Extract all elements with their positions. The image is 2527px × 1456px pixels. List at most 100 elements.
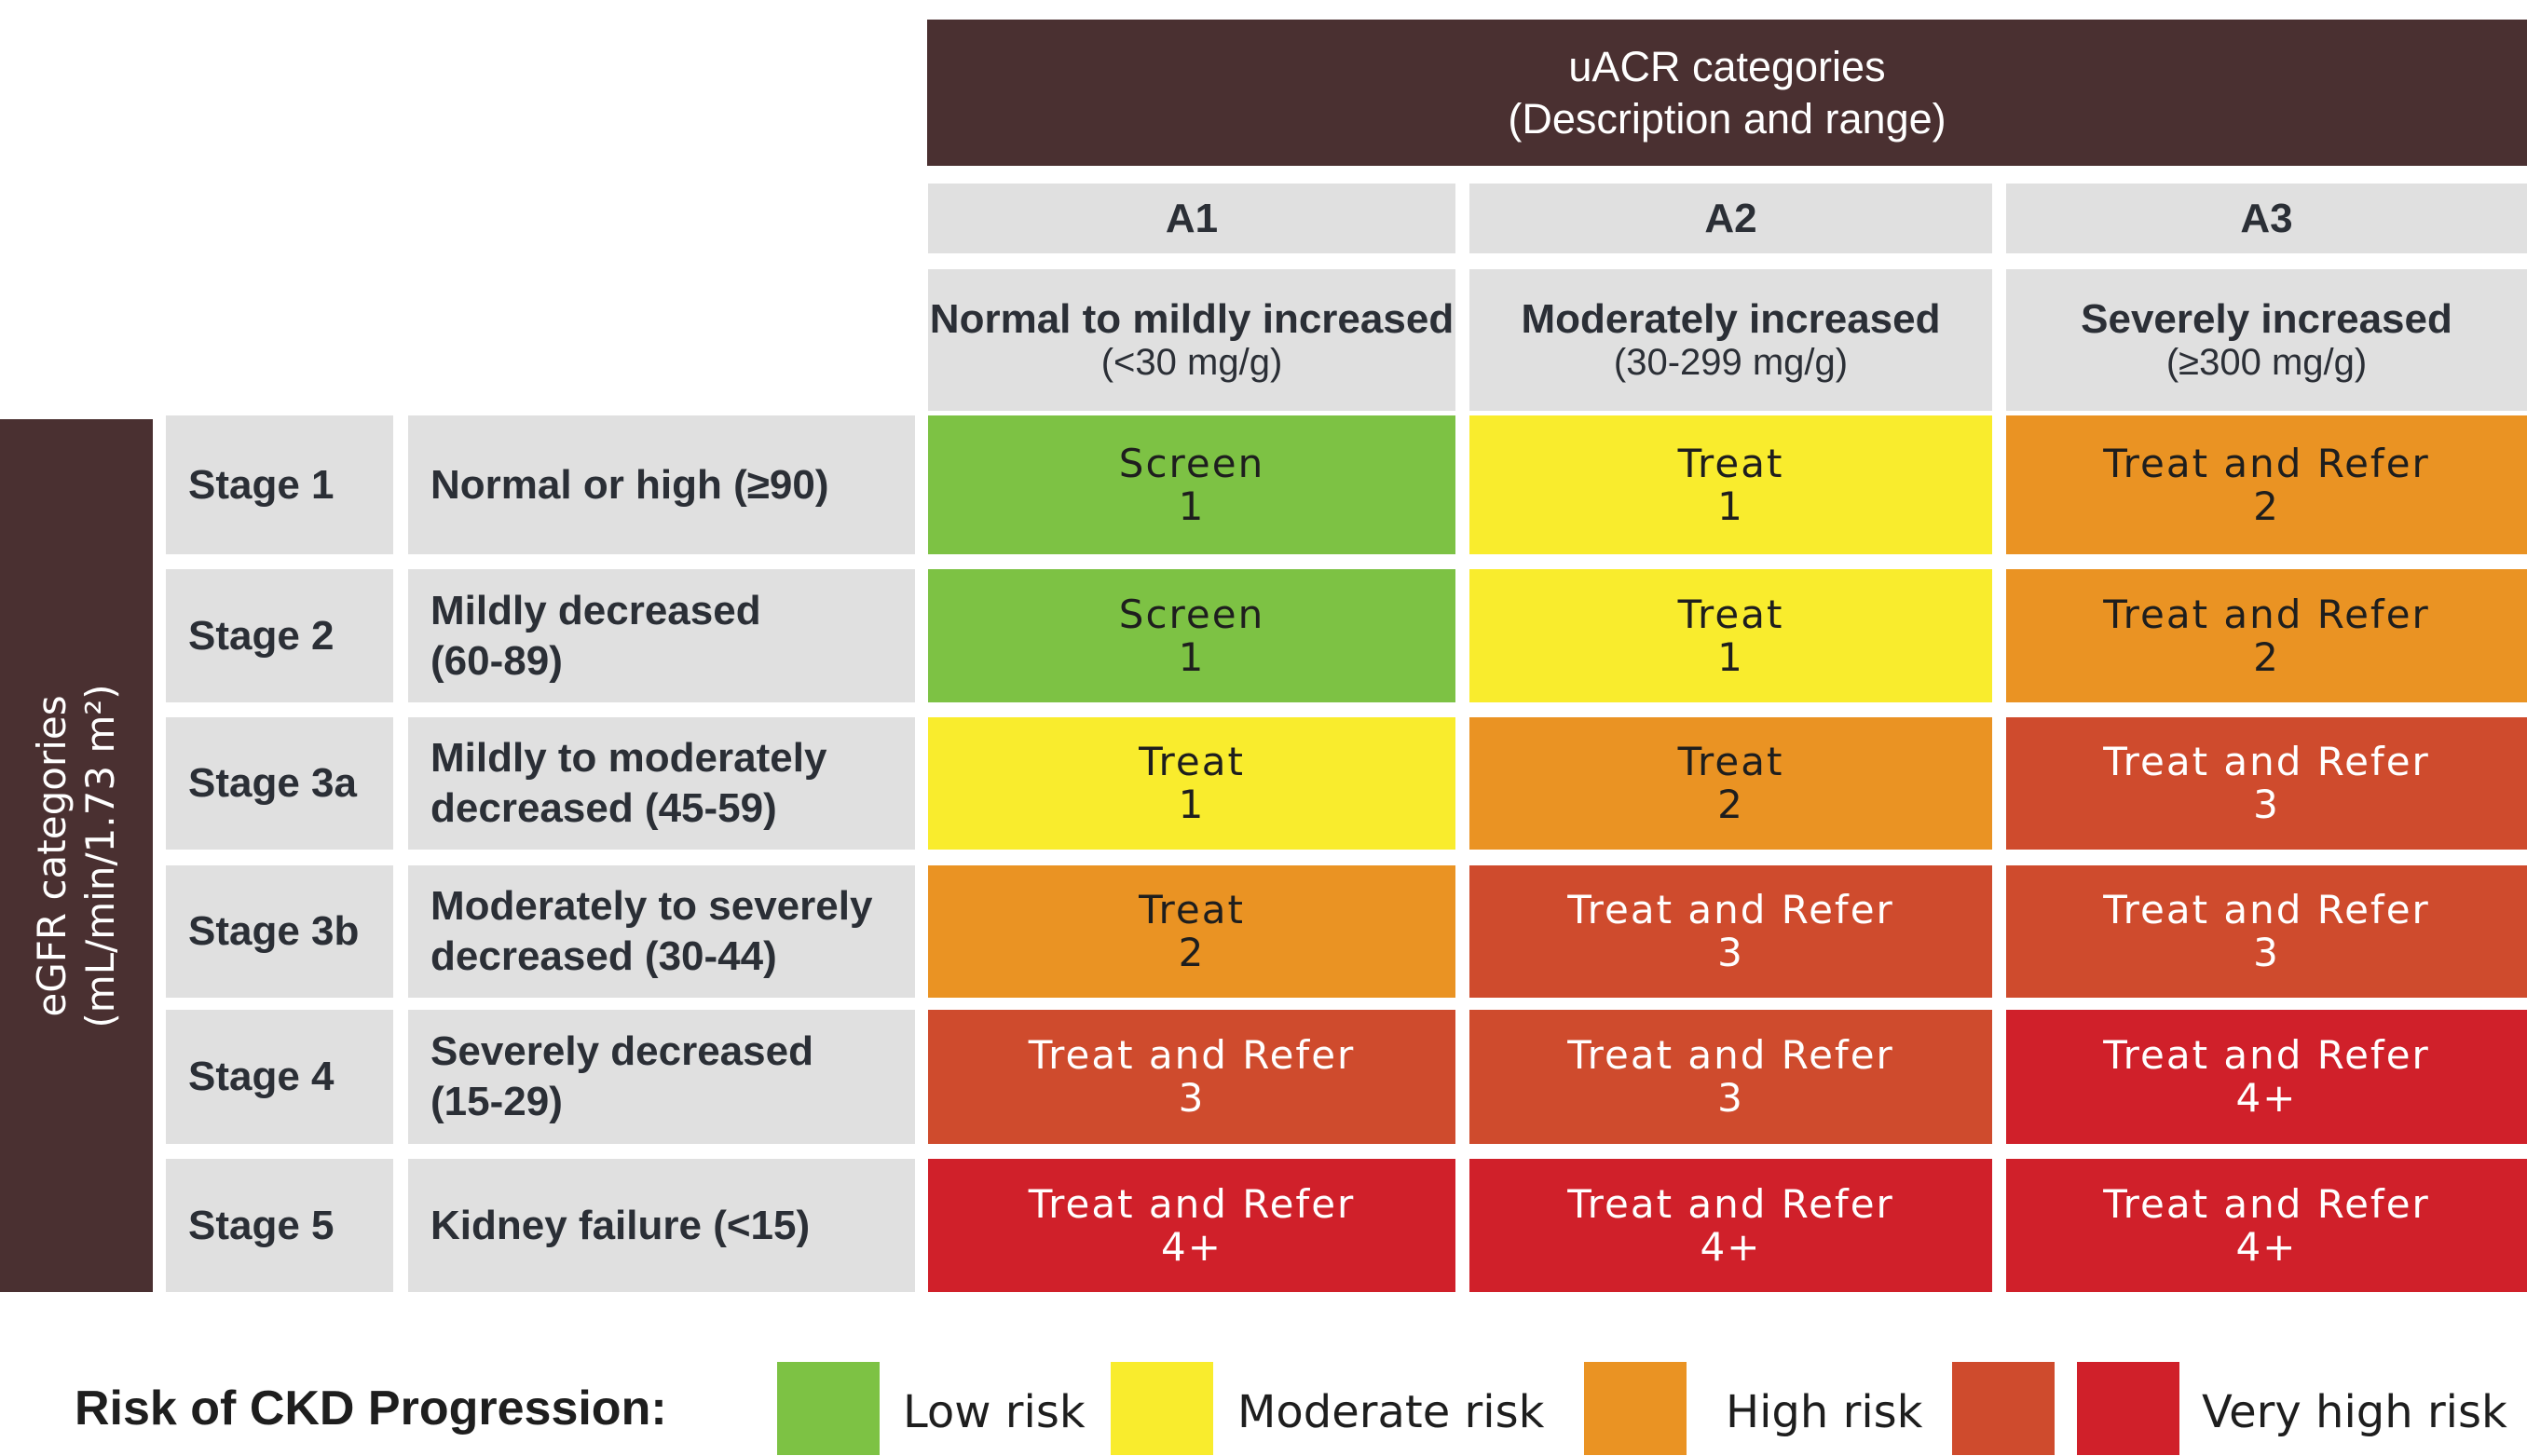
risk-cell: Treat 1 xyxy=(1469,415,1992,554)
egfr-header-title: eGFR categories xyxy=(29,694,75,1017)
egfr-description: Mildly to moderately decreased (45-59) xyxy=(408,717,915,850)
risk-cell: Treat and Refer 3 xyxy=(1469,865,1992,998)
cell-frequency: 3 xyxy=(2253,782,2280,827)
legend-title: Risk of CKD Progression: xyxy=(75,1381,667,1436)
egfr-description-line: Mildly to moderately xyxy=(430,735,827,781)
egfr-header-units: (mL/min/1.73 m²) xyxy=(77,683,123,1028)
egfr-description-line: Mildly decreased xyxy=(430,587,761,633)
albuminuria-description-a2: Moderately increased (30-299 mg/g) xyxy=(1469,269,1992,411)
legend-label: Moderate risk xyxy=(1237,1386,1545,1438)
albuminuria-range: (30-299 mg/g) xyxy=(1613,342,1849,383)
egfr-header: eGFR categories (mL/min/1.73 m²) xyxy=(0,419,153,1292)
cell-action: Screen xyxy=(1118,440,1265,486)
cell-frequency: 2 xyxy=(1178,930,1206,975)
cell-action: Treat and Refer xyxy=(2103,591,2430,637)
legend-label: Very high risk xyxy=(2202,1386,2507,1438)
risk-cell: Treat and Refer 2 xyxy=(2006,569,2527,702)
cell-frequency: 4+ xyxy=(1700,1223,1762,1270)
legend-label: High risk xyxy=(1726,1386,1923,1438)
cell-frequency: 2 xyxy=(2253,633,2280,680)
cell-action: Treat and Refer xyxy=(2103,739,2430,784)
cell-action: Treat xyxy=(1139,887,1245,932)
legend-swatch-high xyxy=(1584,1362,1687,1455)
albuminuria-range: (≥300 mg/g) xyxy=(2165,342,2368,383)
risk-cell: Screen 1 xyxy=(928,415,1455,554)
egfr-description: Kidney failure (<15) xyxy=(408,1159,915,1292)
risk-cell: Treat and Refer 4+ xyxy=(1469,1159,1992,1292)
egfr-description: Mildly decreased (60-89) xyxy=(408,569,915,702)
egfr-description-line: Normal or high (≥90) xyxy=(430,461,829,508)
cell-frequency: 1 xyxy=(1178,782,1206,827)
albuminuria-range: (<30 mg/g) xyxy=(1100,342,1283,383)
stage-label: Stage 4 xyxy=(166,1010,393,1144)
stage-name: Stage 2 xyxy=(188,612,335,659)
cell-frequency: 3 xyxy=(1717,1075,1744,1121)
egfr-description: Moderately to severely decreased (30-44) xyxy=(408,865,915,998)
cell-frequency: 4+ xyxy=(1161,1223,1223,1270)
egfr-description-line: decreased (30-44) xyxy=(430,933,777,979)
cell-action: Treat and Refer xyxy=(2103,1032,2430,1078)
stage-name: Stage 1 xyxy=(188,461,335,508)
cell-frequency: 2 xyxy=(2253,483,2280,529)
risk-cell: Treat and Refer 4+ xyxy=(2006,1159,2527,1292)
cell-frequency: 3 xyxy=(1178,1075,1206,1121)
cell-frequency: 1 xyxy=(1717,633,1744,680)
albuminuria-code-a3: A3 xyxy=(2006,184,2527,253)
cell-action: Treat and Refer xyxy=(1567,887,1894,932)
cell-action: Treat xyxy=(1677,440,1784,486)
cell-action: Treat and Refer xyxy=(1567,1032,1894,1078)
albuminuria-title: Moderately increased xyxy=(1521,296,1941,342)
albuminuria-code-a1: A1 xyxy=(928,184,1455,253)
stage-name: Stage 3a xyxy=(188,760,357,806)
risk-cell: Treat and Refer 2 xyxy=(2006,415,2527,554)
cell-action: Treat and Refer xyxy=(2103,1180,2430,1227)
legend-swatch-low xyxy=(777,1362,880,1455)
cell-frequency: 1 xyxy=(1717,483,1744,529)
risk-cell: Treat and Refer 3 xyxy=(928,1010,1455,1144)
egfr-description-line: decreased (45-59) xyxy=(430,785,777,831)
albuminuria-description-a1: Normal to mildly increased (<30 mg/g) xyxy=(928,269,1455,411)
albuminuria-code-label: A1 xyxy=(1165,195,1219,241)
cell-frequency: 3 xyxy=(2253,930,2280,975)
legend-swatch-moderate xyxy=(1111,1362,1213,1455)
uacr-header-subtitle: (Description and range) xyxy=(1508,94,1946,143)
legend-swatch-highest xyxy=(2077,1362,2179,1455)
cell-action: Treat and Refer xyxy=(2103,440,2430,486)
risk-cell: Treat and Refer 3 xyxy=(2006,865,2527,998)
cell-frequency: 4+ xyxy=(2235,1223,2298,1270)
cell-action: Treat xyxy=(1677,739,1784,784)
risk-cell: Treat and Refer 4+ xyxy=(928,1159,1455,1292)
stage-label: Stage 5 xyxy=(166,1159,393,1292)
risk-cell: Treat and Refer 4+ xyxy=(2006,1010,2527,1144)
albuminuria-title: Normal to mildly increased xyxy=(929,296,1455,342)
cell-frequency: 1 xyxy=(1178,633,1206,680)
albuminuria-title: Severely increased xyxy=(2081,296,2452,342)
albuminuria-code-label: A2 xyxy=(1704,195,1757,241)
egfr-description-line: (60-89) xyxy=(430,637,563,684)
stage-name: Stage 3b xyxy=(188,908,360,954)
albuminuria-description-a3: Severely increased (≥300 mg/g) xyxy=(2006,269,2527,411)
egfr-description: Severely decreased (15-29) xyxy=(408,1010,915,1144)
uacr-header: uACR categories (Description and range) xyxy=(927,20,2527,166)
cell-frequency: 4+ xyxy=(2235,1075,2298,1121)
risk-cell: Treat 2 xyxy=(928,865,1455,998)
albuminuria-code-a2: A2 xyxy=(1469,184,1992,253)
egfr-description-line: Moderately to severely xyxy=(430,883,873,929)
cell-action: Treat xyxy=(1677,591,1784,637)
risk-cell: Screen 1 xyxy=(928,569,1455,702)
egfr-description-line: (15-29) xyxy=(430,1079,563,1124)
risk-cell: Treat and Refer 3 xyxy=(2006,717,2527,850)
stage-label: Stage 1 xyxy=(166,415,393,554)
risk-cell: Treat 2 xyxy=(1469,717,1992,850)
uacr-header-title: uACR categories xyxy=(1568,42,1886,90)
cell-frequency: 3 xyxy=(1717,930,1744,975)
cell-frequency: 1 xyxy=(1178,483,1206,529)
legend-swatch-very-high xyxy=(1952,1362,2055,1455)
risk-cell: Treat 1 xyxy=(1469,569,1992,702)
stage-name: Stage 4 xyxy=(188,1054,335,1099)
cell-action: Treat and Refer xyxy=(2103,887,2430,932)
stage-name: Stage 5 xyxy=(188,1202,335,1248)
egfr-description-line: Kidney failure (<15) xyxy=(430,1202,811,1248)
stage-label: Stage 3b xyxy=(166,865,393,998)
